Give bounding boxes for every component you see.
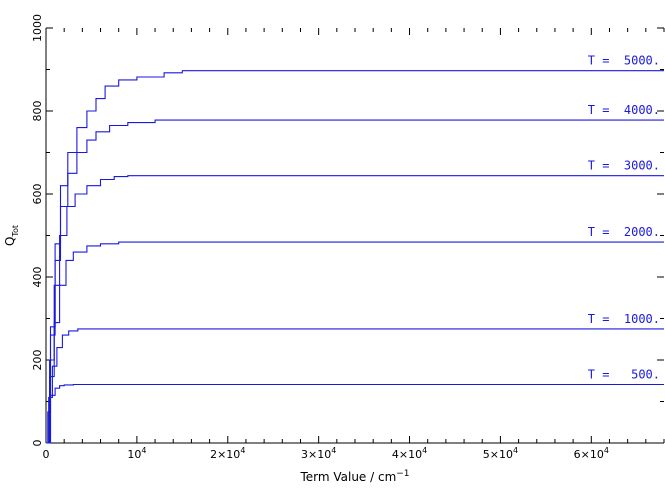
x-axis-title: Term Value / cm−1	[299, 469, 409, 484]
x-tick-label: 4×104	[392, 446, 427, 461]
x-tick-label: 104	[127, 446, 146, 461]
series-label: T = 5000.	[588, 54, 660, 68]
x-tick-label: 0	[43, 448, 50, 461]
y-axis-title-sub: Tot	[11, 225, 20, 238]
series-group: T = 500. T = 1000. T = 2000. T = 3000. T = 4…	[46, 54, 664, 444]
series-label: T = 4000.	[588, 103, 660, 117]
x-tick-label: 6×104	[574, 446, 609, 461]
y-tick-label: 600	[31, 184, 44, 205]
x-tick-label: 2×104	[210, 446, 245, 461]
series-label: T = 1000.	[588, 312, 660, 326]
series-label: T = 500.	[588, 367, 660, 381]
series-line	[46, 241, 664, 444]
plot-frame	[45, 28, 664, 444]
x-axis-title-sup: −1	[396, 469, 409, 479]
x-axis-title-text: Term Value / cm	[299, 470, 396, 484]
y-axis-title-text: Q	[3, 237, 17, 246]
series-label: T = 2000.	[588, 225, 660, 239]
y-tick-label: 400	[31, 267, 44, 288]
series-line	[46, 383, 664, 444]
series-line	[46, 328, 664, 444]
y-axis-title: QTot	[3, 225, 20, 246]
series-line	[46, 70, 664, 444]
series-label: T = 3000.	[588, 159, 660, 173]
x-axis: 0 104 2×104 3×104 4×104 5×104 6×104	[43, 28, 665, 461]
y-tick-label: 1000	[31, 14, 44, 42]
series-line	[46, 119, 664, 444]
y-tick-label: 0	[31, 440, 44, 447]
y-tick-label: 800	[31, 101, 44, 122]
y-tick-label: 200	[31, 350, 44, 371]
x-tick-label: 5×104	[483, 446, 518, 461]
series-line	[46, 175, 664, 444]
x-tick-label: 3×104	[301, 446, 336, 461]
y-axis: 0 200 400 600 800 1000	[31, 14, 664, 447]
